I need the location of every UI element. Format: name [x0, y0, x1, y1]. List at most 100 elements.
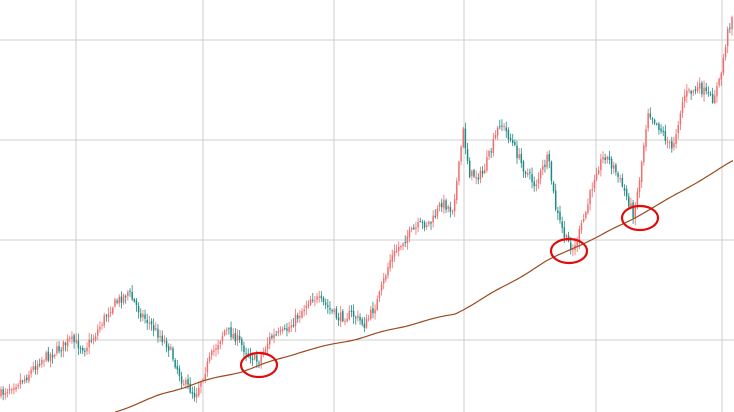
candle: [441, 198, 443, 212]
candle-body: [544, 164, 546, 167]
candle-body: [335, 308, 338, 319]
candle: [572, 244, 574, 257]
candle: [625, 185, 628, 201]
candle: [533, 176, 535, 192]
candle: [608, 150, 611, 165]
candle: [318, 290, 320, 303]
candle-body: [329, 308, 331, 310]
candle-body: [127, 292, 129, 296]
candle-body: [140, 313, 142, 318]
candle: [473, 168, 475, 178]
candle: [56, 341, 58, 356]
candle: [15, 383, 17, 393]
candle-body: [623, 188, 626, 191]
candle-body: [327, 305, 329, 308]
candle-body: [527, 173, 529, 175]
candle-body: [236, 334, 239, 341]
candle: [365, 314, 368, 329]
candle: [490, 147, 492, 158]
candle: [6, 388, 9, 398]
candle: [88, 332, 90, 355]
candle: [352, 304, 355, 324]
candle: [662, 126, 664, 137]
candle-body: [367, 318, 370, 320]
candle: [79, 345, 82, 354]
candle-body: [170, 347, 172, 350]
candles-group: [0, 15, 733, 403]
candle-body: [647, 113, 649, 129]
candle-body: [155, 328, 157, 330]
candle-body: [193, 392, 196, 398]
candle-body: [617, 173, 619, 177]
candle: [544, 159, 546, 173]
candle: [673, 136, 675, 151]
candle: [127, 290, 129, 301]
candle-body: [441, 202, 443, 208]
candle: [140, 308, 142, 322]
candle: [559, 205, 561, 224]
candle: [47, 346, 50, 363]
candle-body: [701, 82, 703, 95]
candle-body: [484, 169, 486, 173]
candle: [90, 334, 93, 344]
candle: [718, 77, 720, 88]
candle: [666, 136, 669, 149]
candle-body: [200, 382, 202, 387]
candle-body: [408, 229, 411, 238]
candle: [514, 139, 516, 147]
candle-body: [13, 388, 15, 390]
candle: [58, 341, 60, 354]
candle-body: [724, 47, 727, 58]
candle-body: [352, 311, 355, 317]
candle: [591, 182, 593, 198]
candle: [348, 305, 351, 321]
candle-body: [610, 158, 613, 169]
candle-body: [613, 165, 615, 169]
candle-body: [232, 333, 234, 339]
candle: [385, 273, 387, 283]
candle: [610, 156, 613, 175]
candle: [690, 89, 692, 100]
candle-body: [662, 130, 664, 133]
candle: [445, 198, 447, 213]
candle: [658, 121, 660, 135]
candle: [350, 305, 353, 318]
candle-body: [88, 339, 90, 348]
candle: [494, 130, 497, 140]
candle-body: [114, 299, 116, 307]
candle: [120, 291, 123, 309]
candle: [32, 361, 34, 373]
candle: [701, 80, 703, 98]
candle-body: [28, 374, 30, 382]
candle-body: [711, 94, 714, 103]
candle-body: [413, 227, 415, 230]
candle-body: [137, 306, 140, 313]
candle-body: [539, 170, 542, 179]
candle-body: [490, 151, 492, 153]
candle-body: [673, 143, 675, 148]
candle-body: [449, 206, 452, 212]
candle-body: [49, 354, 52, 361]
candle: [359, 313, 361, 325]
candle-body: [333, 309, 335, 313]
candle-body: [694, 89, 697, 91]
candle-body: [428, 221, 430, 225]
candle-body: [256, 355, 258, 362]
candle: [501, 119, 503, 131]
candle-body: [4, 393, 7, 395]
candle: [273, 328, 275, 344]
candle: [387, 262, 389, 279]
candle-body: [645, 129, 647, 147]
candle: [288, 321, 290, 334]
candle-body: [185, 380, 187, 385]
candle-body: [320, 295, 323, 299]
candle: [305, 300, 308, 316]
candle-body: [286, 328, 288, 331]
candle: [266, 337, 269, 354]
candle-body: [2, 389, 4, 395]
candle-body: [529, 172, 531, 174]
candle-body: [585, 212, 587, 218]
candle: [312, 292, 314, 303]
candle-body: [251, 358, 254, 361]
